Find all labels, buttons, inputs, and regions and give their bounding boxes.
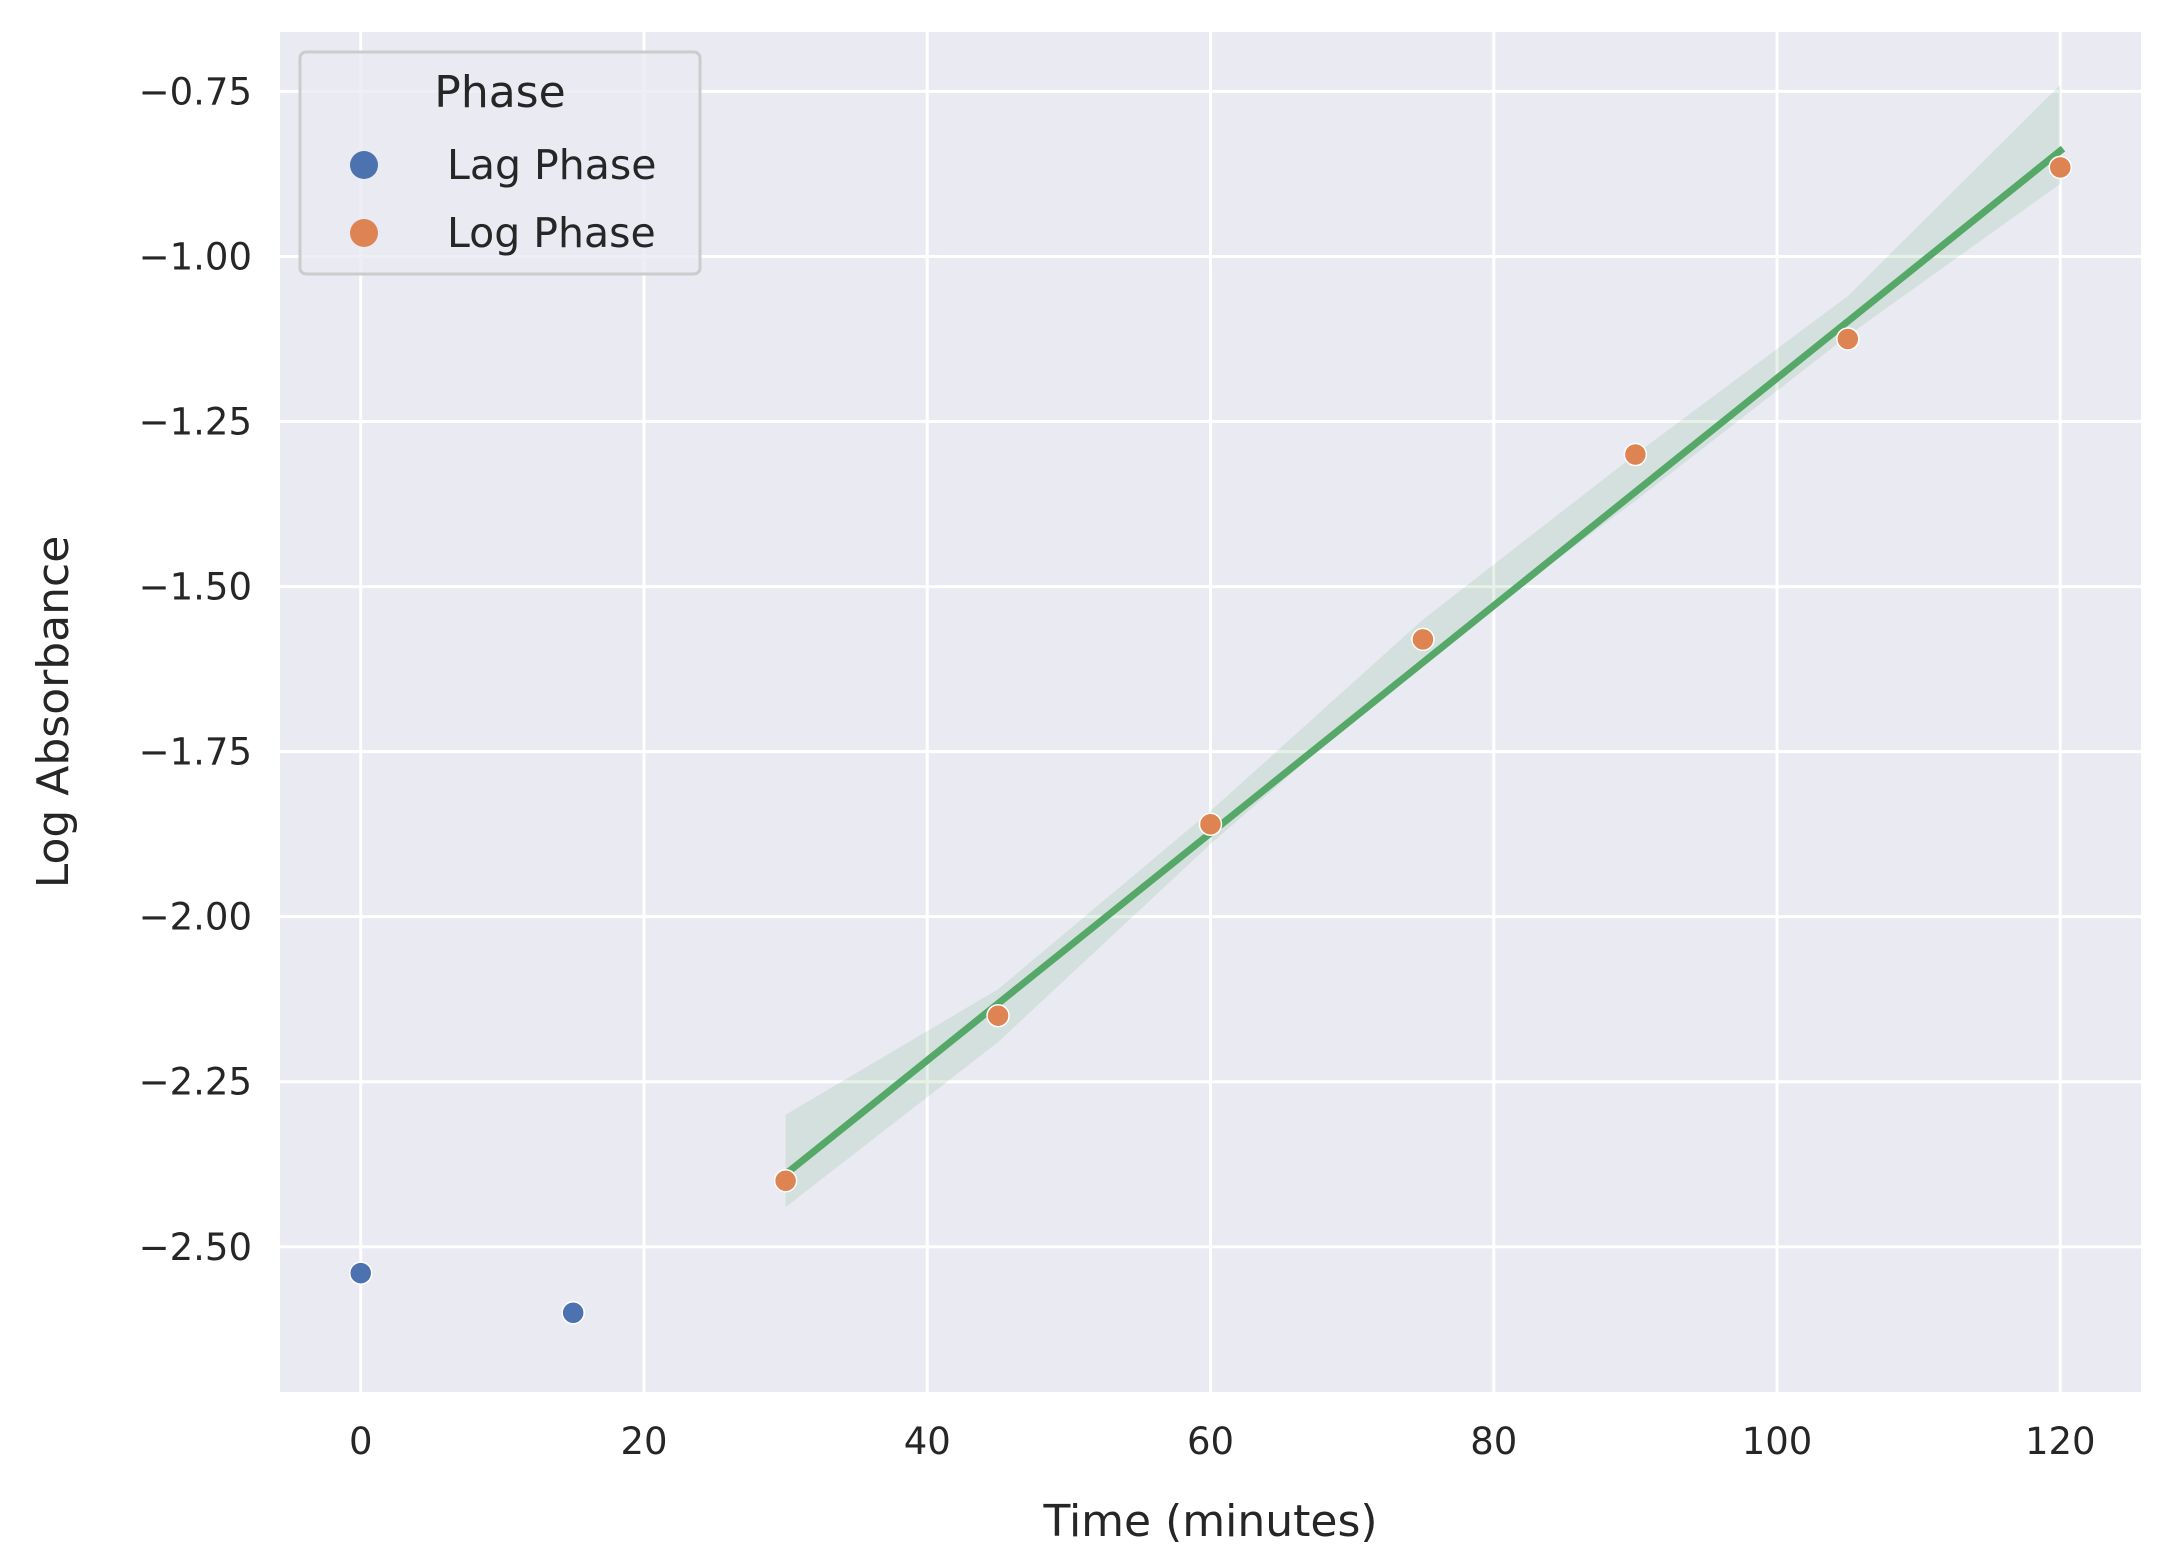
legend-label: Log Phase	[447, 209, 656, 257]
legend-marker	[350, 219, 378, 247]
y-tick-label: −1.75	[139, 731, 252, 774]
regression-line	[780, 145, 2066, 1180]
point-log-phase	[773, 1168, 798, 1193]
legend-items: Lag Phase Log Phase	[350, 141, 656, 257]
y-tick-label: −0.75	[139, 70, 252, 113]
legend: Phase Lag Phase Log Phase	[298, 50, 702, 276]
fit-line	[780, 145, 2066, 1180]
y-tick-label: −1.00	[139, 235, 252, 278]
y-tick-label: −1.50	[139, 566, 252, 609]
legend-title: Phase	[434, 67, 565, 118]
x-tick-label: 120	[2025, 1420, 2096, 1463]
x-tick-label: 40	[904, 1420, 951, 1463]
data-points	[348, 155, 2073, 1325]
point-log-phase	[1198, 812, 1223, 836]
x-tick-label: 80	[1470, 1420, 1517, 1463]
point-log-phase	[1836, 327, 1860, 351]
x-tick-label: 100	[1742, 1420, 1813, 1463]
point-lag-phase	[348, 1261, 373, 1285]
y-axis-label: Log Absorbance	[28, 536, 79, 889]
point-log-phase	[1623, 442, 1648, 467]
y-tick-labels: −0.75 −1.00 −1.25 −1.50 −1.75 −2.00 −2.25 −2.50	[139, 70, 252, 1268]
legend-marker	[350, 151, 378, 179]
legend-box	[298, 50, 702, 276]
y-tick-label: −2.00	[139, 896, 252, 939]
x-tick-label: 20	[620, 1420, 667, 1463]
point-lag-phase	[561, 1301, 585, 1325]
legend-label: Lag Phase	[447, 141, 656, 189]
point-log-phase	[1411, 627, 1435, 652]
point-log-phase	[2048, 155, 2073, 180]
x-tick-label: 0	[349, 1420, 373, 1463]
y-tick-label: −2.25	[139, 1061, 252, 1104]
x-tick-labels: 0 20 40 60 80 100 120	[349, 1420, 2096, 1463]
y-tick-label: −2.50	[139, 1226, 252, 1269]
x-tick-label: 60	[1187, 1420, 1234, 1463]
point-log-phase	[986, 1003, 1010, 1028]
y-tick-label: −1.25	[139, 401, 252, 444]
x-axis-label: Time (minutes)	[1042, 1496, 1377, 1547]
